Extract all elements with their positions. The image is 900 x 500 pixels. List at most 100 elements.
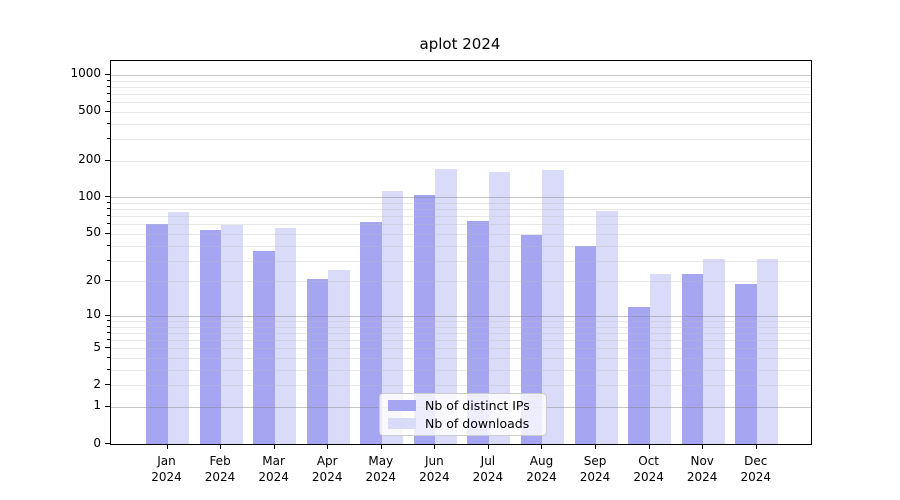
x-tick-year: 2024 — [686, 470, 718, 484]
bar-distinct-ips-apr — [306, 278, 329, 444]
minor-gridline — [111, 348, 811, 350]
x-tick-month: Apr — [316, 454, 338, 468]
minor-gridline — [111, 123, 811, 125]
y-minor-tick-mark — [107, 357, 110, 359]
x-tick-month: Feb — [209, 454, 231, 468]
x-tick-month: Jan — [157, 454, 176, 468]
bar-distinct-ips-jan — [146, 224, 168, 444]
major-gridline — [111, 74, 811, 76]
x-tick-mark — [166, 444, 168, 449]
x-tick-year: 2024 — [258, 470, 289, 484]
bar-distinct-ips-sep — [574, 245, 597, 444]
legend-label: Nb of distinct IPs — [425, 398, 530, 414]
x-tick-year: 2024 — [740, 470, 772, 484]
y-tick-mark — [105, 196, 110, 198]
y-tick-mark — [105, 314, 110, 316]
bar-downloads-feb — [221, 225, 243, 444]
x-tick-mark — [755, 444, 757, 449]
x-tick-mark — [327, 444, 329, 449]
x-tick-label: Nov 2024 — [670, 453, 734, 485]
y-minor-tick-mark — [107, 202, 110, 204]
bar-distinct-ips-nov — [681, 274, 704, 444]
bar-downloads-sep — [596, 211, 618, 444]
x-tick-month: Nov — [690, 454, 714, 468]
x-tick-mark — [487, 444, 489, 449]
bar-downloads-dec — [756, 258, 779, 444]
x-tick-label: Jul 2024 — [456, 453, 520, 485]
y-minor-tick-mark — [107, 85, 110, 87]
x-tick-mark — [434, 444, 436, 449]
minor-gridline — [111, 86, 811, 88]
x-tick-label: Aug 2024 — [509, 453, 573, 485]
minor-gridline — [111, 260, 811, 262]
bar-downloads-aug — [542, 169, 564, 444]
x-tick-year: 2024 — [365, 470, 397, 484]
y-minor-tick-mark — [107, 320, 110, 321]
bar-distinct-ips-mar — [253, 251, 275, 444]
x-tick-month: Jun — [424, 454, 444, 468]
bar-distinct-ips-feb — [199, 229, 222, 444]
x-tick-mark — [380, 444, 382, 449]
bar-downloads-jan — [167, 211, 189, 444]
minor-gridline — [111, 224, 811, 226]
y-tick-label: 1 — [93, 398, 101, 413]
x-tick-label: Feb 2024 — [188, 453, 252, 485]
y-minor-tick-mark — [107, 259, 110, 261]
x-tick-year: 2024 — [633, 470, 664, 484]
minor-gridline — [111, 326, 811, 328]
x-tick-label: Dec 2024 — [724, 453, 788, 485]
x-tick-year: 2024 — [579, 470, 611, 484]
legend-swatch-distinct-ips — [388, 400, 416, 412]
x-tick-month: Oct — [638, 454, 659, 468]
y-tick-label: 0 — [93, 435, 101, 450]
y-tick-label: 50 — [85, 225, 101, 240]
bar-downloads-jun — [435, 168, 457, 444]
minor-gridline — [111, 369, 811, 371]
x-tick-month: Jul — [480, 454, 496, 468]
x-tick-label: Sep 2024 — [563, 453, 627, 485]
y-minor-tick-mark — [107, 138, 110, 140]
minor-gridline — [111, 245, 811, 247]
minor-gridline — [111, 321, 811, 322]
y-minor-tick-mark — [107, 331, 110, 333]
x-tick-mark — [702, 444, 704, 449]
bar-distinct-ips-jul — [467, 221, 489, 444]
bar-downloads-nov — [703, 258, 725, 444]
x-tick-label: Jun 2024 — [402, 453, 466, 485]
y-minor-tick-mark — [107, 79, 110, 81]
x-tick-mark — [220, 444, 222, 449]
x-tick-label: Mar 2024 — [242, 453, 306, 485]
y-tick-label: 100 — [78, 188, 101, 203]
x-tick-year: 2024 — [419, 470, 450, 484]
bar-distinct-ips-dec — [735, 283, 757, 444]
minor-gridline — [111, 209, 811, 211]
bar-downloads-apr — [328, 269, 350, 444]
minor-gridline — [111, 102, 811, 104]
minor-gridline — [111, 203, 811, 205]
minor-gridline — [111, 216, 811, 218]
y-tick-label: 200 — [78, 152, 101, 167]
x-tick-year: 2024 — [151, 470, 182, 484]
bar-downloads-may — [381, 191, 404, 444]
y-tick-label: 500 — [78, 103, 101, 118]
y-minor-tick-mark — [107, 101, 110, 103]
minor-gridline — [111, 340, 811, 342]
x-tick-year: 2024 — [204, 470, 236, 484]
y-minor-tick-mark — [107, 92, 110, 94]
bar-distinct-ips-aug — [520, 235, 543, 444]
y-tick-mark — [105, 405, 110, 407]
minor-gridline — [111, 111, 811, 113]
y-minor-tick-mark — [107, 339, 110, 341]
legend-item-downloads: Nb of downloads — [388, 416, 538, 431]
y-tick-mark — [105, 347, 110, 349]
legend-label: Nb of downloads — [425, 415, 530, 431]
y-minor-tick-mark — [107, 122, 110, 124]
y-minor-tick-mark — [107, 244, 110, 246]
y-minor-tick-mark — [107, 208, 110, 210]
major-gridline — [111, 315, 811, 317]
chart-title: aplot 2024 — [419, 35, 501, 53]
y-tick-mark — [105, 443, 110, 444]
minor-gridline — [111, 358, 811, 360]
x-tick-month: Aug — [529, 454, 554, 468]
